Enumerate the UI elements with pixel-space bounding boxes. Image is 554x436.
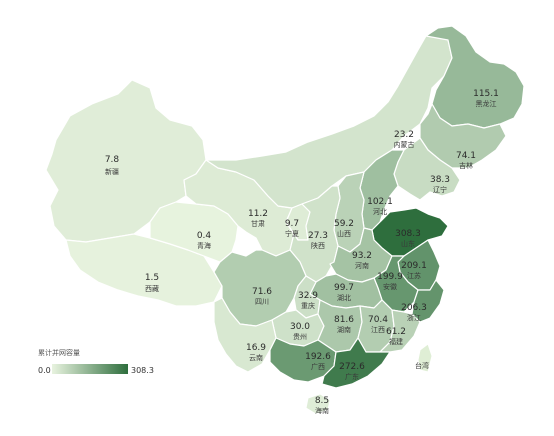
province-hainan[interactable] [305,393,331,415]
label-name-taiwan: 台湾 [415,361,429,370]
province-yunnan[interactable] [213,297,277,373]
label-value-jiangsu: 209.1 [401,261,427,271]
label-name-shandong: 山东 [401,239,415,248]
label-name-yunnan: 云南 [249,353,263,362]
label-name-gansu: 甘肃 [251,219,265,228]
label-value-henan: 93.2 [352,251,372,261]
label-value-shanxi: 59.2 [334,219,354,229]
label-name-jiangsu: 江苏 [407,271,421,280]
label-name-henan: 河南 [355,261,369,270]
label-value-xinjiang: 7.8 [105,155,120,165]
province-labels: 7.8 新疆 1.5 西藏 0.4 青海 11.2 甘肃 23.2 内蒙古 11… [105,89,499,415]
label-name-shanxi: 山西 [337,229,351,238]
label-value-chongqing: 32.9 [298,291,318,301]
province-jilin[interactable] [419,103,507,169]
label-value-shandong: 308.3 [395,229,421,239]
label-value-fujian: 61.2 [386,327,406,337]
province-taiwan[interactable] [417,343,433,373]
label-value-zhejiang: 206.3 [401,303,427,313]
province-guangdong[interactable] [321,337,391,389]
label-name-shaanxi: 陕西 [311,241,325,250]
label-value-yunnan: 16.9 [246,343,266,353]
label-name-chongqing: 重庆 [301,301,315,310]
label-name-guangdong: 广东 [345,372,359,381]
label-name-liaoning: 辽宁 [433,185,447,194]
label-name-jiangxi: 江西 [371,326,385,334]
label-value-shaanxi: 27.3 [308,231,328,241]
label-name-hainan: 海南 [315,406,329,415]
label-name-xinjiang: 新疆 [105,167,119,176]
label-value-hubei: 99.7 [334,283,354,293]
label-value-guangdong: 272.6 [339,362,365,372]
label-name-neimenggu: 内蒙古 [394,140,415,149]
label-name-heilongjiang: 黑龙江 [476,99,497,108]
province-qinghai[interactable] [149,201,239,263]
label-value-hunan: 81.6 [334,315,354,325]
legend-max-label: 308.3 [131,366,154,375]
label-value-sichuan: 71.6 [252,287,272,297]
label-name-guangxi: 广西 [311,362,325,371]
label-value-xizang: 1.5 [145,273,159,283]
label-value-guizhou: 30.0 [290,322,310,332]
province-xizang[interactable] [65,233,223,307]
label-name-sichuan: 四川 [255,298,269,306]
province-shanxi[interactable] [333,171,365,253]
label-name-ningxia: 宁夏 [285,229,299,238]
label-name-jilin: 吉林 [459,161,473,170]
label-value-neimenggu: 23.2 [394,130,414,140]
label-name-hebei: 河北 [373,208,387,216]
legend-title: 累计并网容量 [38,349,80,357]
label-name-anhui: 安徽 [383,282,397,291]
label-name-xizang: 西藏 [145,284,159,293]
label-value-jiangxi: 70.4 [368,315,388,325]
label-value-ningxia: 9.7 [285,219,299,229]
label-name-qinghai: 青海 [197,241,211,250]
label-value-hainan: 8.5 [315,396,329,406]
province-neimenggu[interactable] [205,29,453,209]
label-value-qinghai: 0.4 [197,231,212,241]
label-name-hunan: 湖南 [337,325,351,334]
label-name-hubei: 湖北 [337,293,351,302]
legend-gradient-bar [52,364,128,374]
province-heilongjiang[interactable] [425,25,525,129]
label-value-gansu: 11.2 [248,209,268,219]
legend-min-label: 0.0 [38,366,51,375]
label-value-hebei: 102.1 [367,197,393,207]
label-name-zhejiang: 浙江 [407,313,421,322]
label-value-anhui: 199.9 [377,272,403,282]
label-value-jilin: 74.1 [456,151,476,161]
label-name-fujian: 福建 [389,337,403,346]
province-fujian[interactable] [379,309,421,353]
label-name-guizhou: 贵州 [293,332,307,341]
label-value-guangxi: 192.6 [305,352,331,362]
label-value-liaoning: 38.3 [430,175,450,185]
label-value-heilongjiang: 115.1 [473,89,499,99]
